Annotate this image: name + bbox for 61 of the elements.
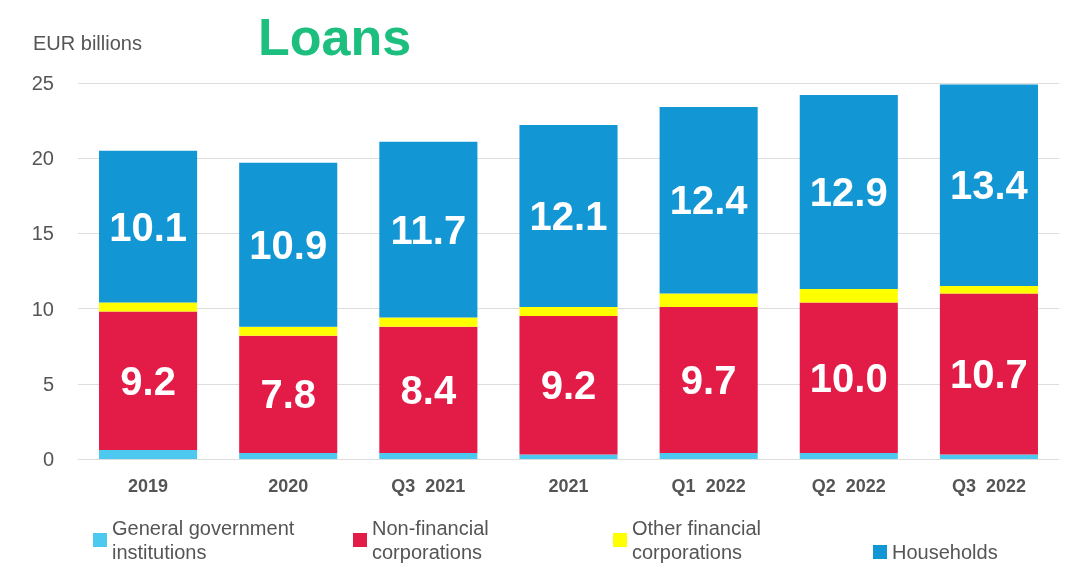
y-tick-label: 25	[31, 72, 54, 94]
data-label: 9.7	[680, 358, 737, 403]
bar	[659, 307, 758, 453]
bar	[379, 141, 478, 318]
x-tick-label: Q3 2021	[391, 476, 466, 496]
bar	[519, 125, 618, 308]
data-label: 10.1	[109, 204, 187, 249]
y-tick-label: 5	[42, 372, 54, 395]
bar	[99, 449, 198, 459]
bar	[239, 335, 338, 453]
x-tick-label: 2020	[268, 476, 309, 496]
data-label: 12.1	[529, 194, 608, 239]
data-label: 11.7	[390, 207, 467, 252]
data-label: 9.2	[540, 363, 597, 408]
bar	[99, 311, 198, 450]
data-label: 10.7	[950, 352, 1028, 397]
x-tick-label: 2019	[128, 476, 169, 496]
bar	[379, 326, 478, 453]
bar	[239, 452, 338, 459]
data-label: 9.2	[120, 358, 176, 403]
data-label: 8.4	[400, 367, 457, 412]
bar	[99, 150, 198, 303]
data-label: 12.4	[669, 178, 749, 223]
bar	[379, 452, 478, 459]
bar	[519, 307, 618, 317]
bar	[659, 452, 758, 459]
x-tick-label: Q3 2022	[951, 476, 1026, 496]
bar	[939, 454, 1038, 459]
bar	[799, 302, 898, 453]
y-tick-label: 10	[31, 297, 54, 320]
bar	[659, 293, 758, 308]
bar	[239, 162, 338, 327]
data-label: 13.4	[950, 163, 1029, 208]
bar	[939, 286, 1038, 294]
y-tick-label: 20	[31, 147, 54, 170]
bar	[379, 317, 478, 327]
bar	[239, 326, 338, 336]
bar	[799, 452, 898, 459]
bar	[799, 95, 898, 290]
y-tick-label: 15	[31, 222, 54, 245]
y-axis-title: EUR billions	[33, 32, 142, 54]
bar	[799, 289, 898, 303]
x-tick-label: 2021	[548, 476, 589, 496]
data-label: 10.0	[809, 355, 888, 400]
bar	[519, 454, 618, 459]
bar	[99, 302, 198, 312]
bar	[939, 84, 1038, 287]
bar	[519, 316, 618, 455]
y-tick-label: 0	[42, 448, 54, 470]
chart-title: Loans	[258, 8, 412, 66]
bar	[939, 293, 1038, 455]
x-tick-label: Q1 2022	[671, 476, 746, 496]
legend-label: Other financial corporations	[632, 517, 767, 563]
data-label: 10.9	[249, 222, 328, 267]
legend-label: Non-financial corporations	[372, 517, 495, 563]
bar	[659, 107, 758, 294]
legend-label: General government institutions	[112, 517, 300, 563]
data-label: 7.8	[260, 372, 317, 417]
x-tick-label: Q2 2022	[811, 476, 886, 496]
data-label: 12.9	[809, 170, 888, 215]
legend-label: Households	[892, 541, 998, 563]
